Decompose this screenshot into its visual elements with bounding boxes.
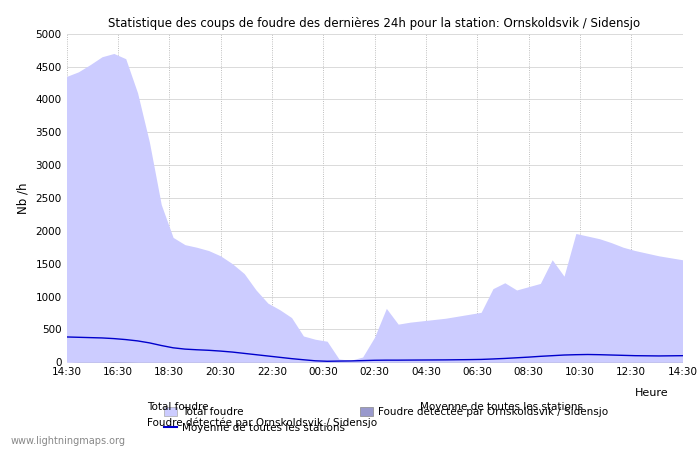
Legend: Total foudre, Moyenne de toutes les stations, Foudre détectée par Ornskoldsvik /: Total foudre, Moyenne de toutes les stat… xyxy=(164,407,608,432)
Title: Statistique des coups de foudre des dernières 24h pour la station: Ornskoldsvik : Statistique des coups de foudre des dern… xyxy=(108,17,640,30)
Text: Total foudre: Total foudre xyxy=(147,402,209,412)
Text: Foudre détectée par Ornskoldsvik / Sidensjo: Foudre détectée par Ornskoldsvik / Siden… xyxy=(147,418,377,428)
Text: Moyenne de toutes les stations: Moyenne de toutes les stations xyxy=(420,402,583,412)
Text: www.lightningmaps.org: www.lightningmaps.org xyxy=(10,436,125,446)
Text: Heure: Heure xyxy=(635,388,668,398)
Y-axis label: Nb /h: Nb /h xyxy=(17,182,30,214)
